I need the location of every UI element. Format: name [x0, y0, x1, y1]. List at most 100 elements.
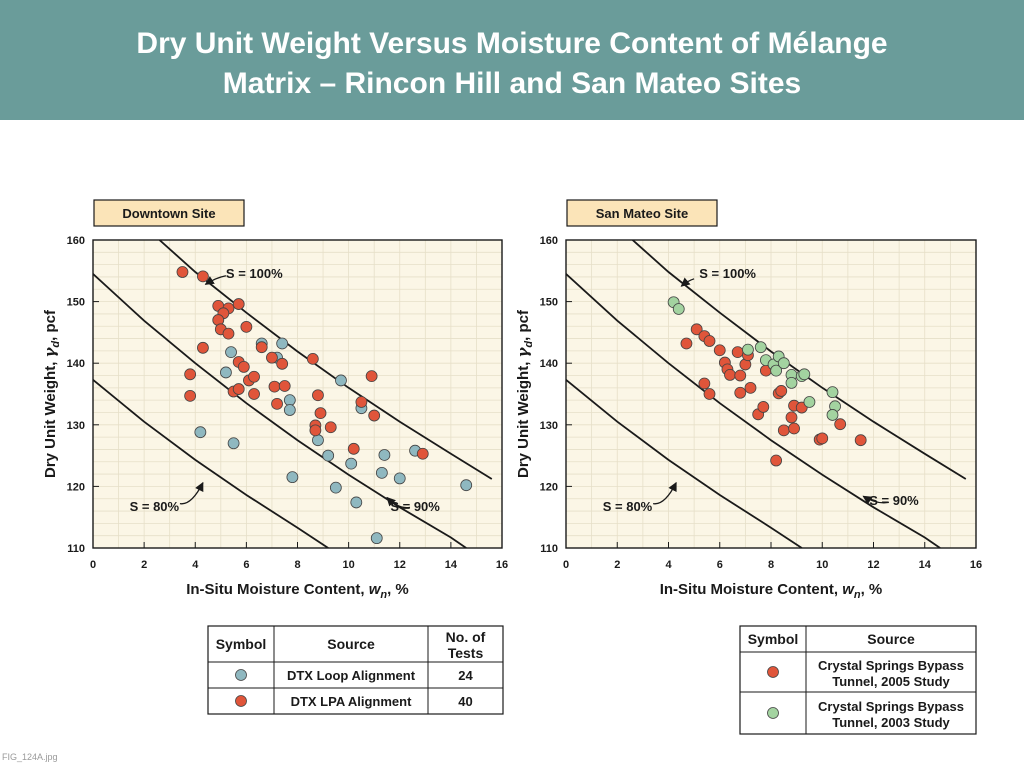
- y-tick-label: 160: [540, 235, 558, 247]
- legend-source-line2: Tunnel, 2005 Study: [832, 674, 950, 689]
- data-point-blue: [322, 449, 335, 462]
- data-point-blue: [225, 346, 237, 359]
- data-point-red: [237, 360, 250, 373]
- y-axis-label-text: Dry Unit Weight,: [515, 357, 532, 478]
- curve-annotation: S = 90%: [869, 493, 919, 508]
- y-tick-label: 120: [67, 481, 85, 493]
- data-point-red: [703, 335, 716, 347]
- x-tick-label: 0: [563, 559, 569, 571]
- saturation-curves: [566, 240, 967, 548]
- annotation-arrow: [653, 481, 677, 505]
- x-axis-label-text: In-Situ Moisture Content,: [186, 581, 368, 598]
- data-point-red: [197, 270, 209, 283]
- data-point-green: [742, 343, 754, 356]
- y-axis-label-unit: , pcf: [515, 309, 532, 341]
- data-point-red: [785, 411, 798, 424]
- legend-source: DTX Loop Alignment: [287, 668, 416, 683]
- x-tick-label: 4: [665, 559, 672, 571]
- legend-header-count-2: Tests: [448, 645, 484, 661]
- x-tick-label: 6: [717, 559, 723, 571]
- site-label: San Mateo Site: [596, 206, 688, 221]
- data-point-blue: [393, 472, 406, 485]
- data-point-red: [278, 380, 291, 392]
- data-point-red: [184, 368, 197, 381]
- data-point-green: [798, 368, 811, 381]
- y-tick-label: 110: [67, 543, 85, 555]
- data-point-red: [324, 421, 337, 434]
- data-point-red: [232, 383, 245, 395]
- x-tick-label: 6: [243, 559, 249, 571]
- data-point-green: [777, 357, 790, 370]
- x-axis-label: In-Situ Moisture Content, wn, %: [186, 581, 409, 601]
- x-axis-label-unit: , %: [861, 581, 883, 598]
- data-points: [176, 266, 473, 545]
- footer-filename: FIG_124A.jpg: [2, 752, 58, 762]
- data-point-red: [734, 369, 747, 382]
- slide-title-line2: Matrix – Rincon Hill and San Mateo Sites: [222, 67, 802, 100]
- site-label-box: [93, 199, 245, 227]
- data-point-green: [770, 364, 783, 377]
- y-axis-label: Dry Unit Weight, γd, pcf: [514, 309, 535, 478]
- x-tick-label: 10: [816, 559, 828, 571]
- x-tick-label: 10: [343, 559, 355, 571]
- x-axis-label: In-Situ Moisture Content, wn, %: [660, 581, 883, 601]
- legend-frame: [739, 625, 977, 735]
- data-point-blue: [312, 434, 324, 447]
- x-tick-label: 14: [919, 559, 932, 571]
- legend-symbol: [767, 707, 779, 719]
- data-point-blue: [283, 394, 296, 407]
- legend-header-count: No. of: [446, 629, 486, 645]
- legend-header-source: Source: [867, 631, 915, 647]
- data-point-blue: [378, 449, 391, 461]
- data-point-red: [731, 346, 744, 359]
- y-tick-label: 110: [540, 543, 558, 555]
- data-point-red: [222, 327, 235, 340]
- saturation-curve: [566, 273, 941, 548]
- legend-source: DTX LPA Alignment: [291, 694, 413, 709]
- slide-title: Dry Unit Weight Versus Moisture Content …: [0, 24, 1024, 104]
- annotation-arrow: [386, 496, 411, 509]
- data-point-blue: [227, 437, 240, 450]
- data-point-blue: [335, 374, 347, 387]
- data-point-red: [197, 341, 209, 354]
- data-point-red: [775, 385, 788, 397]
- site-label-box: [566, 199, 718, 227]
- legend-source-line1: Crystal Springs Bypass: [818, 699, 964, 714]
- data-point-red: [698, 377, 711, 390]
- legend-header-symbol: Symbol: [748, 631, 799, 647]
- legend-symbol: [235, 669, 247, 681]
- data-point-red: [268, 380, 281, 393]
- slide-title-line1: Dry Unit Weight Versus Moisture Content …: [136, 27, 888, 60]
- curve-annotation: S = 100%: [699, 266, 756, 281]
- x-axis-label-unit: , %: [387, 581, 409, 598]
- x-axis-label-var: w: [842, 581, 855, 598]
- data-point-red: [368, 409, 381, 422]
- title-banner: Dry Unit Weight Versus Moisture Content …: [0, 0, 1024, 120]
- x-axis-label-var: w: [369, 581, 382, 598]
- x-tick-label: 2: [614, 559, 620, 571]
- data-point-green: [826, 386, 839, 399]
- data-point-green: [785, 377, 798, 389]
- data-point-red: [788, 422, 800, 435]
- annotation-arrow: [862, 495, 889, 505]
- data-point-red: [266, 351, 278, 364]
- legend-source-line2: Tunnel, 2003 Study: [832, 715, 950, 730]
- data-point-red: [306, 352, 319, 365]
- saturation-curve: [93, 273, 467, 548]
- data-point-red: [713, 344, 726, 357]
- y-tick-label: 120: [540, 481, 558, 493]
- data-point-red: [834, 418, 847, 431]
- x-tick-label: 4: [192, 559, 199, 571]
- y-tick-label: 160: [67, 235, 85, 247]
- data-point-red: [276, 357, 289, 370]
- curve-annotation: S = 80%: [130, 499, 180, 514]
- curve-annotation: S = 80%: [603, 499, 653, 514]
- data-point-red: [703, 388, 716, 400]
- curve-annotation: S = 100%: [226, 266, 283, 281]
- data-point-blue: [283, 404, 296, 416]
- legend-count: 24: [458, 668, 473, 683]
- data-point-red: [176, 266, 189, 278]
